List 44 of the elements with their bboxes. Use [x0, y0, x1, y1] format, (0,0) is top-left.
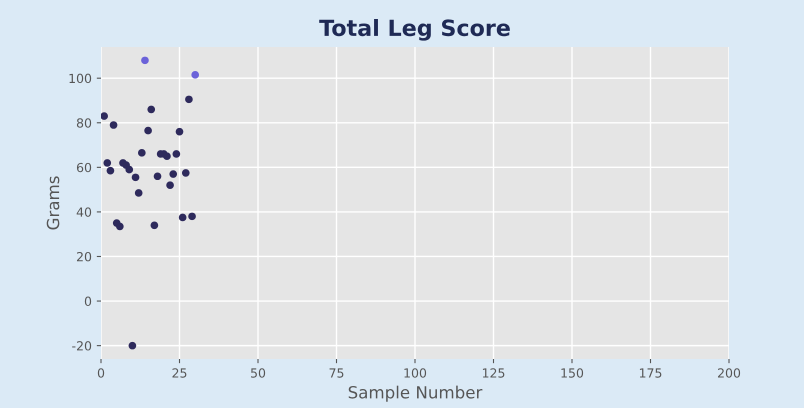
x-axis-title: Sample Number: [348, 386, 482, 402]
y-axis-title: Grams: [46, 176, 60, 230]
point: [141, 56, 149, 64]
point: [178, 214, 186, 222]
point: [128, 342, 136, 350]
y-tick-label: -20: [72, 341, 92, 351]
point: [154, 172, 162, 180]
x-tick-label: 100: [404, 368, 426, 378]
y-tick-label: 0: [84, 296, 92, 306]
point: [150, 221, 158, 230]
point: [125, 166, 134, 174]
y-tick-label: 80: [76, 118, 92, 128]
point: [106, 166, 114, 174]
point: [132, 174, 140, 182]
point: [147, 106, 156, 114]
x-tick-label: 175: [640, 368, 662, 378]
point: [138, 149, 146, 157]
point: [144, 126, 152, 134]
x-tick-label: 125: [482, 368, 504, 378]
point: [176, 128, 184, 136]
chart-title: Total Leg Score: [319, 19, 510, 41]
point: [182, 169, 190, 177]
point: [110, 121, 118, 129]
point: [191, 71, 200, 79]
x-tick-label: 200: [718, 368, 740, 378]
y-tick-label: 40: [76, 207, 92, 217]
point: [163, 152, 171, 160]
x-tick-label: 50: [251, 368, 266, 378]
x-tick-label: 150: [561, 368, 584, 378]
point: [185, 96, 193, 104]
point: [169, 170, 178, 178]
x-tick-label: 0: [98, 368, 104, 378]
x-tick-label: 25: [172, 368, 186, 378]
y-tick-label: 100: [69, 74, 92, 84]
point: [116, 222, 124, 230]
point: [101, 112, 108, 120]
point: [172, 150, 180, 158]
point: [166, 181, 174, 189]
y-tick-label: 20: [76, 252, 92, 262]
x-tick-label: 75: [330, 368, 344, 378]
point: [103, 159, 112, 167]
point: [134, 189, 142, 197]
point: [188, 212, 196, 220]
y-tick-label: 60: [76, 162, 92, 172]
